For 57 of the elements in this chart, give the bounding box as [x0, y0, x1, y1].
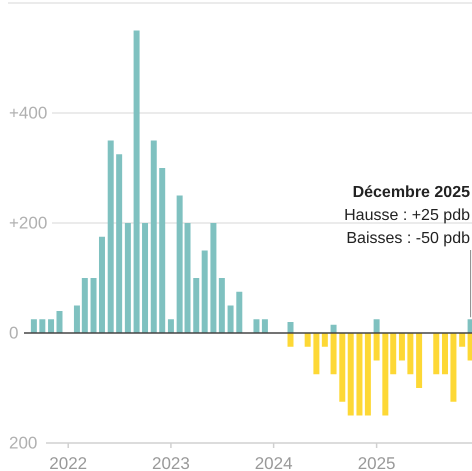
bar	[450, 333, 456, 402]
bar	[168, 319, 174, 333]
annotation: Baisses : -50 pdb	[346, 230, 470, 247]
bar	[459, 333, 466, 347]
y-tick-label: +400	[9, 104, 48, 122]
bar	[82, 278, 88, 333]
bar	[262, 319, 268, 333]
bar	[322, 333, 328, 347]
x-tick-label: 2025	[358, 454, 396, 471]
y-tick-label: 0	[9, 324, 18, 342]
bar	[176, 196, 183, 333]
bar	[159, 168, 166, 333]
bar	[304, 333, 311, 347]
bar	[442, 333, 448, 374]
bar	[210, 223, 216, 333]
bar	[288, 333, 294, 347]
bar	[228, 306, 234, 333]
bar	[313, 333, 320, 374]
bar	[48, 319, 54, 333]
bar	[56, 311, 62, 333]
bar	[288, 322, 294, 333]
bar	[339, 333, 346, 402]
bar	[202, 250, 208, 333]
bar	[184, 223, 191, 333]
bar	[108, 140, 114, 333]
y-tick-label: 200	[9, 434, 38, 452]
bar	[142, 223, 148, 333]
bar	[98, 236, 105, 333]
bar	[150, 140, 157, 333]
bar	[407, 333, 414, 374]
bar	[374, 333, 380, 360]
annotation: Hausse : +25 pdb	[344, 207, 470, 224]
bar	[416, 333, 422, 388]
bar	[193, 278, 200, 333]
annotation: Décembre 2025	[352, 184, 470, 201]
bar	[90, 278, 97, 333]
bar	[39, 319, 46, 333]
bar	[74, 306, 80, 333]
x-tick-label: 2023	[152, 454, 190, 471]
bar	[330, 324, 337, 333]
bar	[348, 333, 354, 416]
y-tick-label: +200	[9, 214, 48, 232]
bar	[356, 333, 362, 416]
bar	[134, 30, 140, 333]
bar	[364, 333, 371, 416]
bar	[330, 333, 337, 374]
bar	[433, 333, 440, 374]
bar	[116, 154, 122, 333]
bar	[398, 333, 405, 360]
bar	[374, 319, 380, 333]
x-tick-label: 2022	[49, 454, 88, 471]
x-tick-label: 2024	[254, 454, 293, 471]
bar	[236, 292, 242, 333]
bar	[253, 319, 260, 333]
bar	[218, 278, 225, 333]
bar	[124, 223, 131, 333]
bar	[30, 319, 37, 333]
